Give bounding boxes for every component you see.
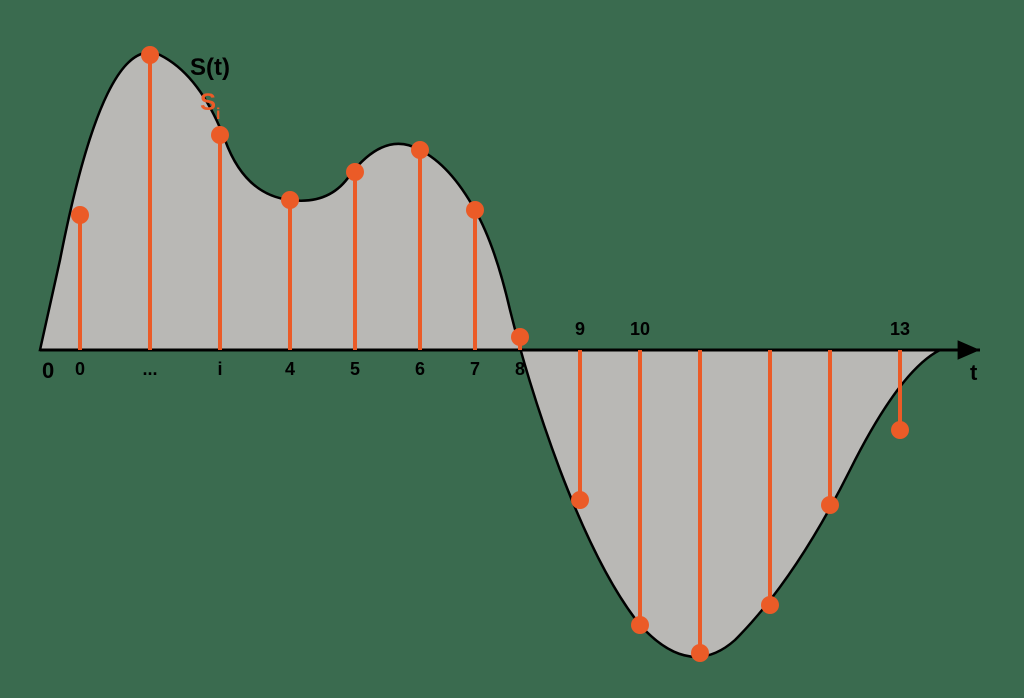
sample-marker xyxy=(411,141,429,159)
time-axis-label: t xyxy=(970,360,978,385)
sample-tick-label: 0 xyxy=(75,359,85,379)
sample-tick-label: 6 xyxy=(415,359,425,379)
sample-tick-label: 10 xyxy=(630,319,650,339)
sample-marker xyxy=(891,421,909,439)
sample-marker xyxy=(346,163,364,181)
legend-continuous-signal: S(t) xyxy=(190,54,230,81)
sample-tick-label: 4 xyxy=(285,359,295,379)
time-axis-arrowhead xyxy=(958,340,980,360)
sample-marker xyxy=(71,206,89,224)
sample-marker xyxy=(281,191,299,209)
sample-tick-label: 9 xyxy=(575,319,585,339)
sample-tick-label: 13 xyxy=(890,319,910,339)
sample-tick-label: ... xyxy=(142,359,157,379)
sample-marker xyxy=(761,596,779,614)
signal-curve-area xyxy=(40,53,940,657)
sample-marker xyxy=(571,491,589,509)
sample-marker xyxy=(691,644,709,662)
sample-tick-label: i xyxy=(217,359,222,379)
sample-tick-label: 5 xyxy=(350,359,360,379)
sample-marker xyxy=(821,496,839,514)
sample-marker xyxy=(631,616,649,634)
sample-tick-label: 8 xyxy=(515,359,525,379)
sample-marker xyxy=(466,201,484,219)
sample-marker xyxy=(511,328,529,346)
origin-label: 0 xyxy=(42,358,54,383)
sample-tick-label: 7 xyxy=(470,359,480,379)
sample-marker xyxy=(141,46,159,64)
sample-marker xyxy=(211,126,229,144)
sampling-diagram: 0...i4567891013 0 t S(t) Si xyxy=(0,0,1024,698)
